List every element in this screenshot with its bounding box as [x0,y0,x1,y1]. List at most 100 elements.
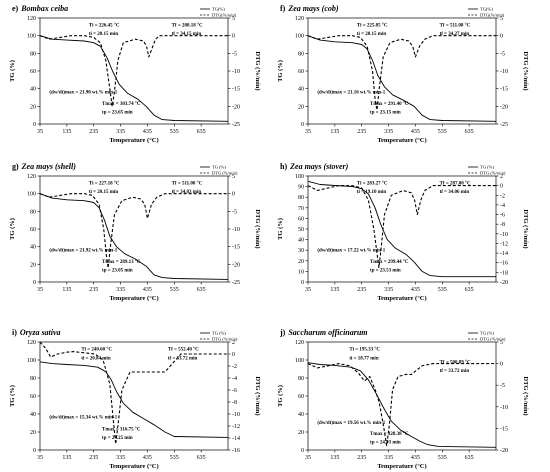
panel-g: g) Zea mays (shell) 35 135 235 335 435 535 635 0 2… [9,162,261,302]
x-tick-label: 635 [197,129,206,135]
y-left-axis-title: TG (%) [277,218,284,240]
y-right-tick-label: -15 [232,245,240,251]
y-left-axis-title: TG (%) [277,60,284,82]
x-tick-label: 135 [62,455,71,461]
y-left-tick-label: 100 [27,358,36,364]
x-tick-label: 535 [170,129,179,135]
panel-e: e) Bombax ceiba 35 135 235 335 435 535 635 0 20 40 6… [9,4,261,144]
annotation-text: ti = 20.84 min [81,356,110,361]
y-right-tick-label: 5 [500,16,503,22]
y-right-tick-label: 0 [500,34,503,40]
y-right-tick-label: -20 [500,448,508,454]
y-right-tick-label: 0 [232,352,235,358]
panel-letter: f) [280,4,286,13]
legend-label: DTG (%/min) [480,171,506,176]
x-tick-label: 135 [330,455,339,461]
y-right-tick-label: -25 [232,280,240,286]
y-right-tick-label: -2 [232,364,237,370]
y-left-tick-label: 40 [298,412,304,418]
legend-label: TG(%) [212,7,225,12]
x-tick-label: 135 [330,287,339,293]
tg-series-line [39,361,229,438]
y-left-tick-label: 80 [30,209,36,215]
y-right-tick-label: 5 [232,16,235,22]
y-left-tick-label: 100 [295,174,304,180]
x-axis-title: Temperature (°C) [377,137,426,144]
y-right-tick-label: -20 [500,280,508,286]
annotation-text: Tf = 552.40 °C [168,348,199,353]
annotation-text: tf = 34.06 min [440,190,470,195]
y-left-tick-label: 80 [30,51,36,57]
legend-label: TG(%) [480,7,493,12]
y-right-tick-label: -10 [500,69,508,75]
x-axis-title: Temperature (°C) [377,295,426,302]
y-left-tick-label: 120 [27,16,36,22]
annotation-text: Ti = 195.33 °C [349,348,380,353]
y-left-tick-label: 100 [27,192,36,198]
y-left-tick-label: 40 [30,412,36,418]
panel-species: Zea mays (shell) [21,162,77,171]
y-right-tick-label: 5 [232,174,235,180]
y-left-tick-label: 80 [30,376,36,382]
y-left-tick-label: 40 [298,238,304,244]
y-left-tick-label: 120 [295,16,304,22]
x-tick-label: 435 [143,287,152,293]
y-right-axis-title: DTG (%/min) [254,51,261,90]
y-left-tick-label: 60 [30,69,36,75]
panel-title: i) Oryza sativa [12,328,61,337]
dtg-series-line [307,35,496,111]
y-left-tick-label: 120 [27,174,36,180]
y-right-tick-label: -20 [232,262,240,268]
legend-label: TG (%) [212,165,226,170]
y-right-tick-label: -10 [500,405,508,411]
x-tick-label: 635 [465,287,474,293]
y-right-tick-label: -8 [232,400,237,406]
y-right-tick-label: -20 [232,104,240,110]
y-left-tick-label: 20 [30,262,36,268]
annotation-text: tp = 23.65 min [102,110,133,115]
y-right-tick-label: -10 [232,227,240,233]
x-tick-label: 35 [37,129,43,135]
x-tick-label: 335 [116,287,125,293]
panel-species: Saccharum officinarum [288,328,367,337]
annotation-text: tp = 23.15 min [370,110,401,115]
y-right-axis-title: DTG (%/min) [522,376,529,415]
y-right-tick-label: -8 [500,222,505,228]
y-left-tick-label: 20 [30,104,36,110]
y-right-axis-title: DTG (%/min) [254,376,261,415]
annotation-text: (dw/dt)max = 21.90 wt.% min-1 [49,90,117,95]
annotation-text: ti = 18.77 min [349,356,378,361]
x-tick-label: 335 [116,129,125,135]
y-right-tick-label: -10 [232,69,240,75]
y-left-tick-label: 20 [298,259,304,265]
panel-species: Zea mays (cob) [287,4,339,13]
y-left-tick-label: 120 [295,340,304,346]
y-right-tick-label: 0 [232,34,235,40]
annotation-text: (dw/dt)max = 21.16 wt.% min-1 [317,90,385,95]
x-tick-label: 35 [305,287,311,293]
x-tick-label: 235 [357,129,366,135]
panel-title: j) Saccharum officinarum [279,328,368,337]
y-right-axis-title: DTG (%/min) [522,209,529,248]
y-left-tick-label: 30 [298,248,304,254]
y-right-tick-label: -6 [232,388,237,394]
plot-frame [39,341,229,451]
y-right-tick-label: 0 [500,184,503,190]
y-left-tick-label: 40 [30,87,36,93]
x-axis-title: Temperature (°C) [109,295,158,302]
y-left-tick-label: 80 [298,51,304,57]
y-right-tick-label: -5 [232,51,237,57]
annotation-text: Tmax = 303.74 °C [102,102,141,107]
legend-label: TG (%) [212,331,226,336]
y-left-tick-label: 100 [295,34,304,40]
y-right-tick-label: 0 [500,362,503,368]
dtg-series-line [39,341,228,445]
y-left-tick-label: 20 [298,104,304,110]
panel-letter: j) [279,328,286,337]
annotation-text: Tmax = 289.13 °C [102,260,141,265]
panel-letter: h) [280,162,287,171]
panel-letter: g) [12,162,19,171]
y-right-tick-label: -10 [500,232,508,238]
annotation-text: Ti = 227.18 °C [89,181,120,186]
